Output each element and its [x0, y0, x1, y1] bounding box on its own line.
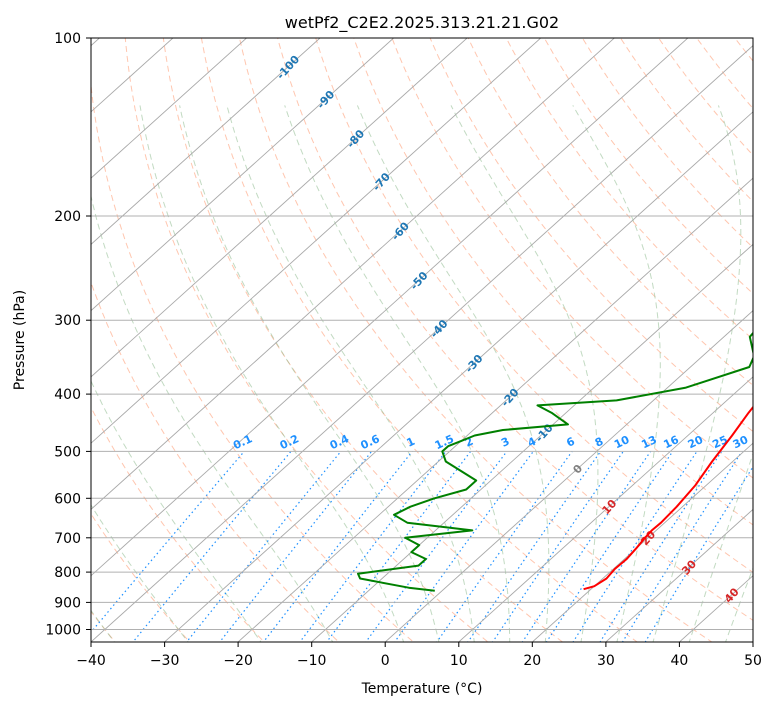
isotherm-line: [91, 38, 395, 312]
dry-adiabat: [353, 38, 753, 526]
temperature-profile: [583, 405, 753, 591]
mixing-ratio-label: 20: [686, 433, 706, 451]
x-tick-label: 20: [523, 653, 541, 669]
isotherm-line: [91, 38, 689, 577]
mixing-ratio-line: [491, 451, 624, 642]
isotherm-line: [384, 310, 753, 642]
x-tick-label: 30: [597, 653, 615, 669]
moist-adiabat: [91, 194, 334, 642]
moist-adiabat: [450, 105, 599, 642]
moist-adiabat: [725, 566, 753, 642]
x-tick-label: −30: [150, 653, 180, 669]
y-tick-label: 800: [54, 565, 81, 581]
mixing-ratio-label: 16: [662, 433, 682, 451]
mixing-ratio-label: 13: [639, 433, 658, 451]
dry-adiabat: [200, 38, 638, 642]
x-tick-label: −40: [76, 653, 106, 669]
dry-adiabat: [581, 38, 753, 249]
x-tick-label: 0: [381, 653, 390, 669]
moist-adiabat: [226, 105, 475, 642]
mixing-ratio-line: [185, 451, 342, 642]
y-tick-label: 200: [54, 209, 81, 225]
x-tick-label: −20: [223, 653, 253, 669]
y-tick-label: 100: [54, 31, 81, 47]
dry-adiabat: [619, 38, 753, 203]
dewpoint-profile: [357, 331, 753, 592]
mixing-ratio-line: [436, 451, 573, 642]
x-tick-label: −10: [297, 653, 327, 669]
mixing-ratio-line: [365, 451, 508, 642]
moist-adiabat: [284, 105, 511, 642]
moist-adiabat: [688, 452, 753, 642]
mixing-ratio-line: [91, 451, 245, 634]
isotherm-line: [91, 45, 753, 642]
isotherm-line: [91, 38, 616, 511]
isotherm-line: [91, 38, 542, 444]
x-axis-label: Temperature (°C): [361, 681, 483, 697]
mixing-ratio-line: [132, 451, 292, 642]
y-axis-label: Pressure (hPa): [12, 290, 28, 390]
moist-adiabat: [179, 105, 440, 642]
dry-adiabat: [162, 38, 564, 642]
mixing-ratio-label: 30: [731, 433, 751, 451]
mixing-ratio-line: [393, 451, 534, 642]
dry-adiabat: [658, 38, 753, 156]
dry-adiabat: [239, 38, 713, 642]
dry-adiabat: [124, 38, 489, 642]
moist-adiabat: [91, 504, 189, 642]
y-tick-label: 500: [54, 444, 81, 460]
moist-adiabat: [91, 379, 262, 642]
isotherm-line: [237, 177, 753, 642]
dry-adiabat: [277, 38, 753, 621]
x-tick-label: 40: [670, 653, 688, 669]
x-tick-label: 50: [744, 653, 762, 669]
isotherm-line: [91, 38, 468, 378]
y-tick-label: 600: [54, 491, 81, 507]
isotherm-line: [163, 111, 753, 642]
mixing-ratio-line: [621, 451, 743, 642]
y-tick-label: 900: [54, 595, 81, 611]
dry-adiabat: [429, 38, 753, 433]
dry-adiabat: [505, 38, 753, 340]
y-tick-label: 400: [54, 387, 81, 403]
y-tick-label: 700: [54, 531, 81, 547]
x-tick-label: 10: [450, 653, 468, 669]
isotherm-line: [458, 376, 753, 642]
y-tick-label: 300: [54, 313, 81, 329]
mixing-ratio-line: [325, 451, 472, 642]
chart-title: wetPf2_C2E2.2025.313.21.21.G02: [285, 13, 559, 33]
dry-adiabat: [91, 81, 415, 642]
mixing-ratio-label: 10: [612, 433, 632, 451]
mixing-ratio-line: [299, 451, 447, 642]
mixing-ratio-label: 25: [710, 433, 729, 451]
dry-adiabat: [391, 38, 753, 479]
axis-ticks: −40 −30 −20 −10 0 10 20 30 40 50 1000 900 800 700 600 5…: [45, 31, 762, 669]
mixing-ratio-line: [644, 465, 753, 642]
mixing-ratio-label: 36: [752, 433, 772, 451]
mixing-ratio-line: [521, 451, 652, 642]
y-tick-label: 1000: [45, 623, 81, 639]
isotherm-line: [605, 508, 753, 642]
dry-adiabat: [91, 406, 265, 642]
moist-adiabat: [652, 105, 742, 642]
moist-adiabat: [91, 609, 116, 642]
moist-adiabat: [139, 105, 405, 642]
isotherm-line: [91, 38, 321, 245]
plot-frame: [90, 37, 754, 643]
dry-adiabat: [91, 512, 191, 642]
moist-adiabat: [572, 105, 661, 642]
moist-adiabat: [356, 105, 550, 642]
isotherm-line: [91, 38, 248, 179]
